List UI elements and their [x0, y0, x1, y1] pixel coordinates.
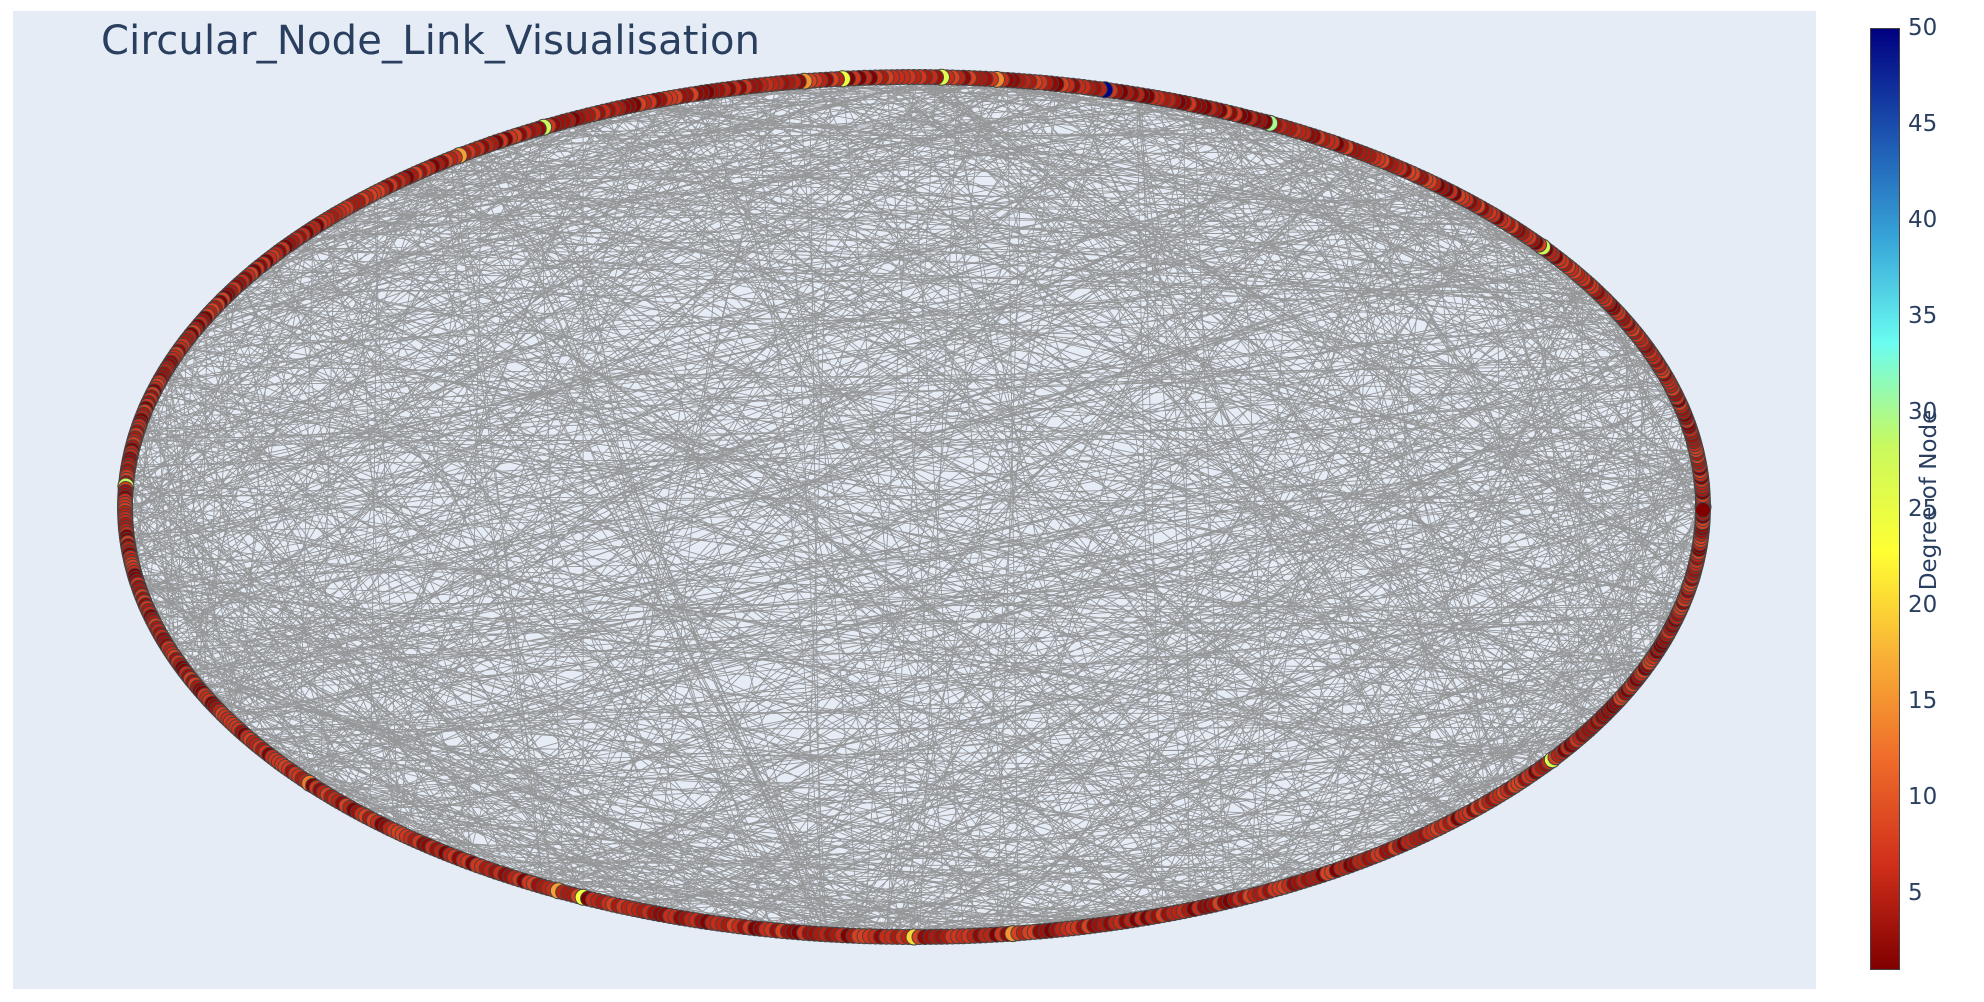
chart-title: Circular_Node_Link_Visualisation	[101, 18, 761, 64]
node-layer[interactable]	[117, 68, 1712, 946]
colorbar-tick-35: 35	[1908, 303, 1938, 330]
colorbar-title: Degree of Node	[1916, 409, 1942, 591]
colorbar-tick-20: 20	[1908, 591, 1938, 618]
colorbar-tick-50: 50	[1908, 15, 1938, 41]
colorbar-tick-45: 45	[1908, 111, 1938, 138]
network-plot[interactable]	[13, 11, 1816, 989]
colorbar-tick-25: 25	[1908, 495, 1938, 522]
colorbar-tick-10: 10	[1908, 783, 1938, 810]
colorbar-tick-40: 40	[1908, 207, 1938, 234]
colorbar-tick-5: 5	[1908, 880, 1923, 907]
colorbar-tick-30: 30	[1908, 399, 1938, 426]
colorbar	[1870, 28, 1900, 970]
plot-area[interactable]	[13, 11, 1816, 989]
colorbar-tick-15: 15	[1908, 687, 1938, 714]
node-marker[interactable]	[1695, 502, 1711, 518]
colorbar-tick-labels: 5 10 15 20 25 30 35 40 45 50	[1908, 0, 1948, 1002]
